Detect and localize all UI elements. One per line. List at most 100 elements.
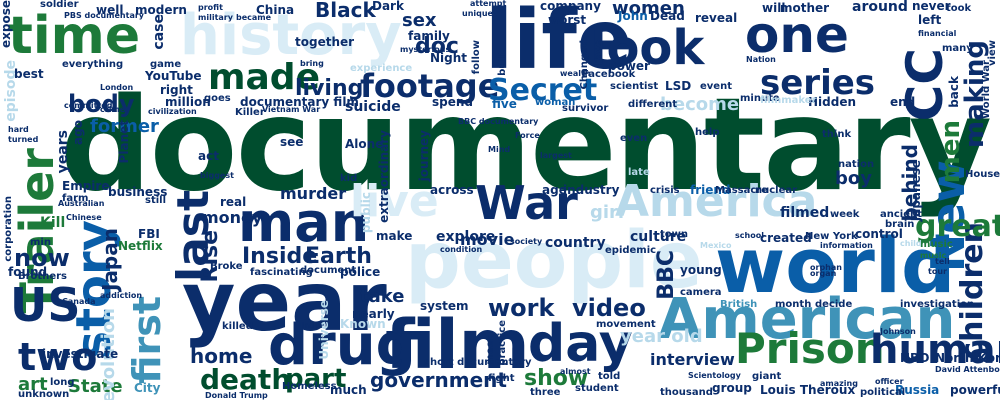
word-government: government: [370, 368, 507, 392]
word-worst: worst: [548, 13, 587, 27]
word-organ: organ: [810, 269, 837, 278]
word-wealth: wealth: [560, 69, 591, 78]
word-expose: expose: [0, 0, 13, 48]
word-case: case: [151, 14, 167, 50]
word-movement: movement: [596, 319, 656, 330]
word-society: society: [510, 237, 543, 246]
word-became: became: [236, 13, 272, 22]
word-goes: goes: [204, 93, 231, 104]
word-Dark: Dark: [372, 0, 404, 13]
word-largest: largest: [540, 151, 572, 160]
word-practice: practice: [497, 320, 508, 366]
word-officer: officer: [875, 377, 904, 386]
word-game: game: [150, 59, 182, 70]
word-many: many: [942, 43, 973, 54]
word-Canada: Canada: [62, 297, 96, 306]
word-Kill: Kill: [40, 215, 66, 231]
word-Nation: Nation: [746, 55, 776, 64]
word-hard: hard: [8, 125, 29, 134]
word-Facebook: Facebook: [582, 69, 636, 80]
word-John: John: [618, 9, 648, 23]
word-Massacre: Massacre: [715, 185, 768, 196]
word-Donald-Trump: Donald Trump: [205, 391, 268, 400]
word-farm: farm: [62, 193, 89, 204]
word-epidemic: epidemic: [605, 245, 657, 256]
word-think: think: [822, 129, 852, 140]
word-young: young: [680, 263, 722, 277]
word-view: view: [987, 40, 998, 66]
word-town: town: [660, 229, 689, 240]
word-music: music: [920, 239, 953, 250]
word-India: India: [300, 321, 323, 330]
word-three: three: [530, 387, 561, 398]
word-years: years: [55, 130, 71, 174]
word-long: long: [50, 377, 75, 388]
word-family: family: [408, 29, 450, 43]
word-Broke: Broke: [210, 261, 243, 272]
word-late: late: [628, 167, 650, 178]
word-women: women: [612, 0, 685, 19]
word-BBC-documentary: BBC documentary: [458, 117, 539, 126]
word-child: child: [900, 239, 922, 248]
word-control: control: [855, 227, 903, 241]
word-condition: condition: [440, 245, 483, 254]
word-documentary: documentary: [60, 71, 992, 220]
word-filmed: filmed: [780, 205, 830, 221]
word-London: London: [100, 83, 134, 92]
word-profit: profit: [198, 3, 223, 12]
word-everything: everything: [62, 59, 124, 70]
word-amazing: amazing: [820, 379, 858, 388]
word-survivor: survivor: [562, 103, 609, 114]
word-Mexico: Mexico: [700, 241, 732, 250]
word-David-Attenborough: David Attenborough: [935, 365, 1000, 374]
word-take: take: [360, 286, 405, 307]
word-biggest: biggest: [200, 171, 234, 180]
word-extraordinary: extraordinary: [377, 130, 391, 223]
word-business: business: [108, 185, 168, 199]
word-decide: decide: [815, 299, 853, 310]
word-home: home: [190, 344, 253, 368]
word-Netflix: Netflix: [118, 239, 163, 253]
word-crime: crime: [100, 105, 126, 114]
word-living: living: [295, 76, 364, 101]
word-student: student: [575, 383, 619, 394]
word-corporation: corporation: [3, 196, 14, 262]
word-boy: boy: [835, 168, 872, 189]
word-back: back: [947, 76, 961, 108]
word-Face: Face: [593, 40, 604, 66]
word-Rise: Rise: [198, 230, 223, 283]
word-War: War: [475, 176, 578, 230]
word-soldier: soldier: [40, 0, 79, 10]
word-LSD: LSD: [665, 79, 692, 93]
word-turned: turned: [8, 135, 39, 144]
word-bring: bring: [300, 59, 324, 68]
word-tour: tour: [928, 267, 947, 276]
word-much: much: [330, 383, 367, 397]
word-US: US: [10, 278, 81, 332]
word-age: age: [542, 183, 567, 197]
word-Japanese: Japanese: [909, 160, 923, 222]
word-first: first: [125, 296, 169, 384]
word-investigate: investigate: [42, 347, 119, 361]
word-military: military: [198, 13, 233, 22]
word-Louis-Theroux: Louis Theroux: [760, 383, 856, 397]
word-different: different: [628, 99, 678, 110]
word-still: still: [145, 195, 167, 206]
word-girl: girl: [590, 202, 625, 223]
word-British: British: [720, 299, 758, 310]
word-help: help: [695, 127, 720, 138]
word-brain: brain: [885, 219, 915, 230]
word-Empire: Empire: [62, 179, 110, 193]
word-human: human: [870, 327, 1000, 373]
word-great: great: [915, 209, 1000, 244]
word-one: one: [745, 6, 849, 64]
word-friend: friend: [690, 183, 731, 197]
word-show: show: [524, 366, 589, 391]
word-House: House: [965, 169, 1000, 180]
word-Japan: Japan: [98, 228, 122, 291]
word-investigation: investigation: [900, 299, 975, 310]
word-addiction: addiction: [100, 291, 143, 300]
word-crisis: crisis: [650, 185, 680, 196]
word-music-2: music: [920, 251, 947, 260]
word-video: video: [572, 294, 646, 322]
